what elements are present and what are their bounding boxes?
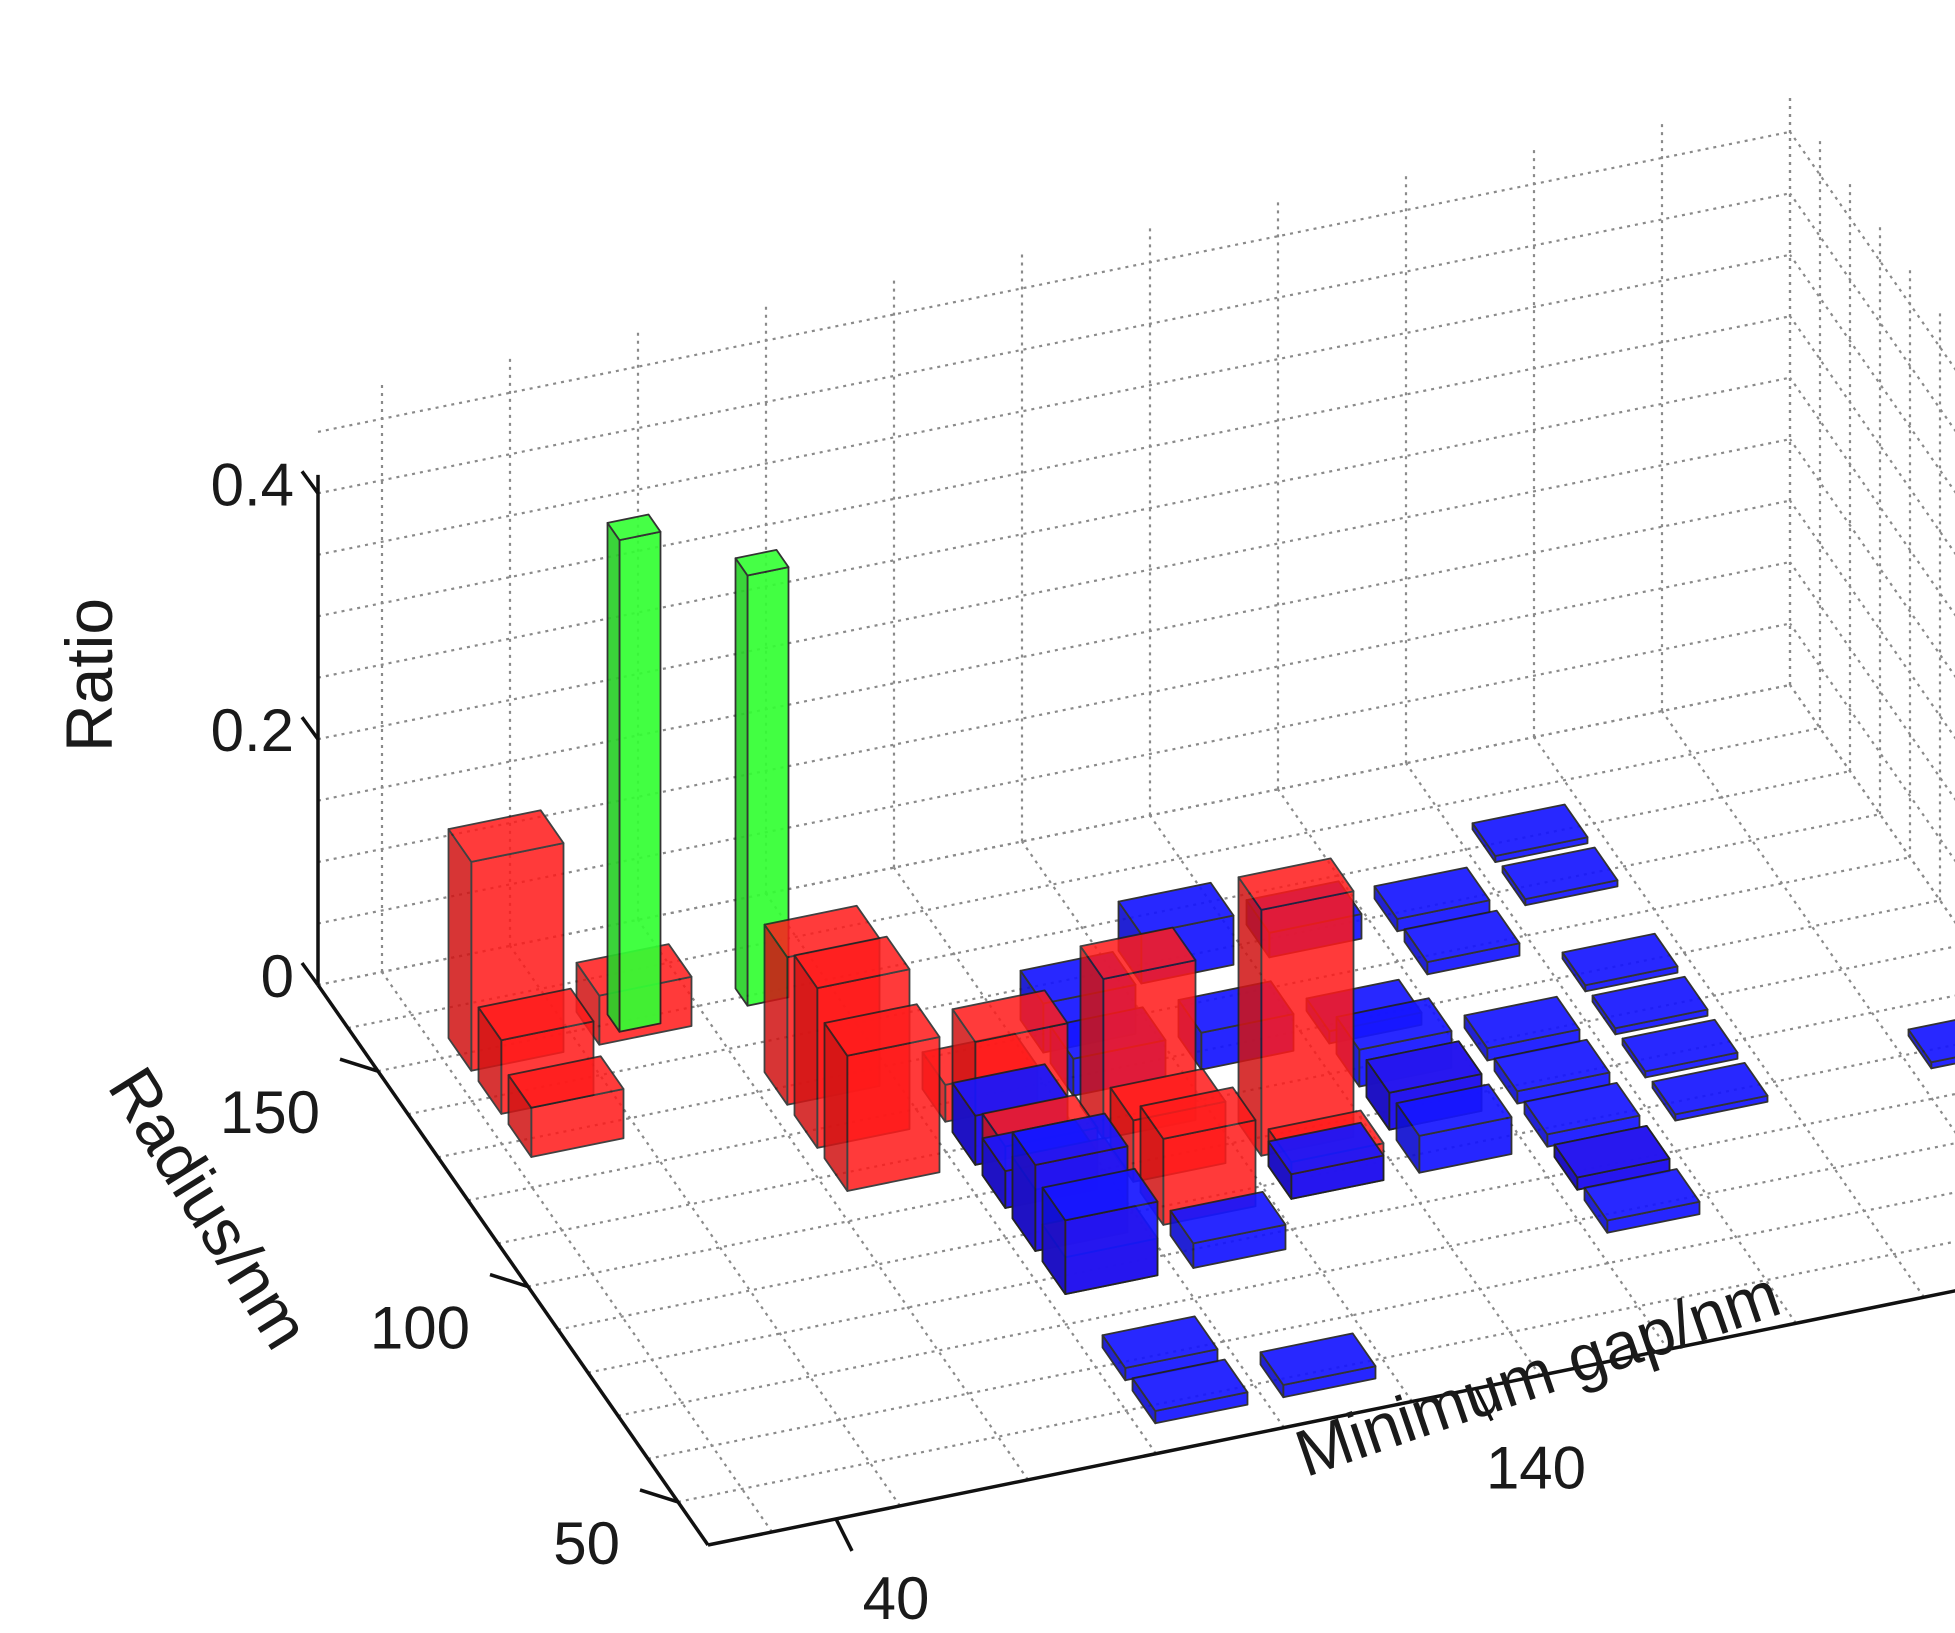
backwall-grid-z xyxy=(318,439,1790,739)
y-tick-label: 150 xyxy=(220,1079,320,1146)
floor-grid-x xyxy=(1534,737,1924,1297)
x-tick xyxy=(836,1519,852,1551)
backwall-grid-z xyxy=(318,378,1790,678)
bar-top-face xyxy=(1473,805,1588,857)
y-tick-label: 100 xyxy=(370,1295,470,1362)
blue-bar xyxy=(1043,1169,1158,1294)
floor-grid-x xyxy=(1406,763,1796,1323)
blue-bar xyxy=(1909,1011,1955,1069)
backwall-grid-z xyxy=(318,501,1790,801)
z-tick-label: 0.2 xyxy=(211,697,294,764)
backwall-grid-z xyxy=(318,132,1790,432)
bar-side-face xyxy=(449,829,472,1071)
bar-side-face xyxy=(608,523,620,1032)
backwall-grid-z xyxy=(318,316,1790,616)
bar-front-face xyxy=(620,532,661,1032)
z-tick xyxy=(302,717,318,739)
sidewall-grid-z xyxy=(1790,501,1955,1061)
blue-bar xyxy=(1261,1333,1376,1397)
z-tick xyxy=(302,963,318,985)
x-tick-label: 40 xyxy=(863,1565,930,1628)
z-axis-label: Ratio xyxy=(52,598,126,752)
red-bar xyxy=(825,1004,940,1191)
green-bar xyxy=(608,515,661,1032)
bar-top-face xyxy=(1909,1011,1955,1063)
floor-grid-x xyxy=(1662,711,1955,1271)
bar-front-face xyxy=(847,1037,939,1191)
red-bar xyxy=(509,1056,624,1157)
bar-top-face xyxy=(1563,934,1678,986)
bar-side-face xyxy=(736,558,748,1006)
y-tick-label: 50 xyxy=(553,1510,620,1577)
backwall-grid-z xyxy=(318,193,1790,493)
z-tick-label: 0 xyxy=(261,943,294,1010)
z-tick xyxy=(302,471,318,493)
red-bar xyxy=(1239,858,1354,1155)
z-tick-label: 0.4 xyxy=(211,451,294,518)
backwall-grid-z xyxy=(318,255,1790,555)
x-tick-label: 140 xyxy=(1486,1434,1586,1501)
